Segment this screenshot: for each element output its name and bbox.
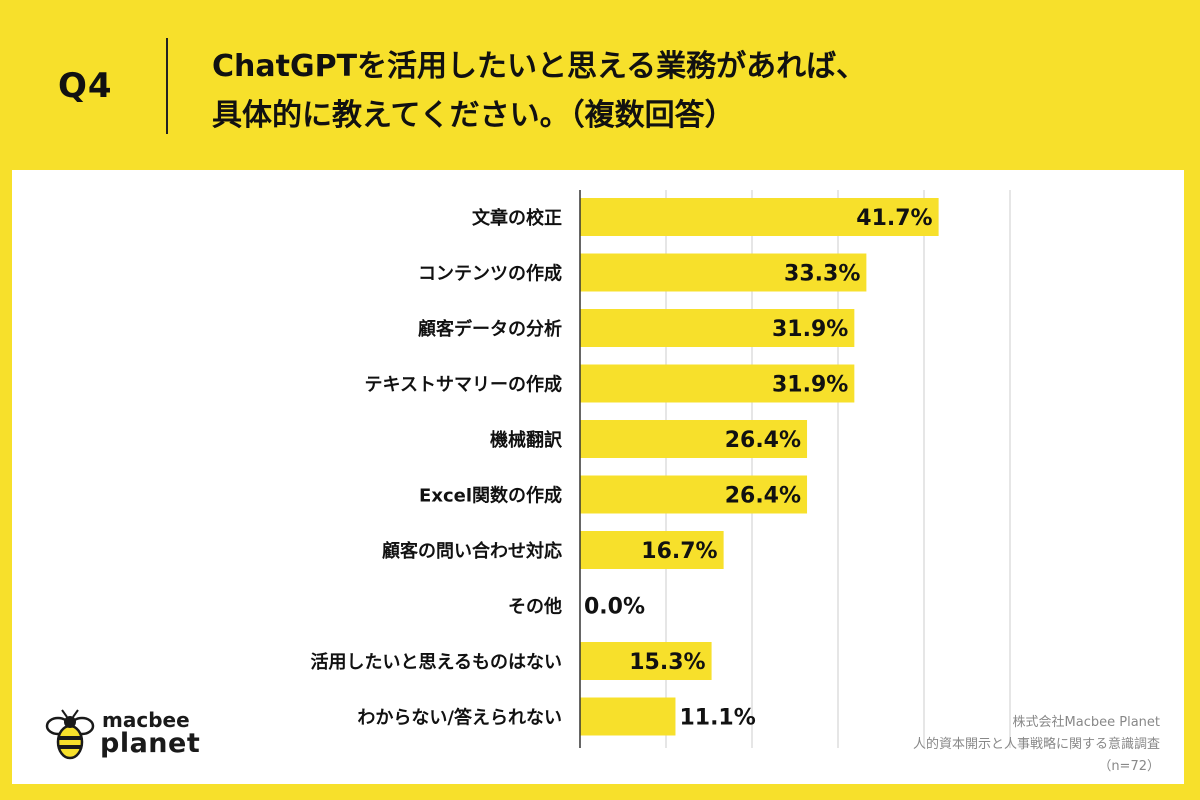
category-label: 顧客データの分析 (418, 318, 562, 340)
bar (580, 475, 808, 514)
question-number: Q4 (58, 66, 113, 106)
logo-text-planet: planet (100, 728, 201, 759)
value-label: 31.9% (772, 373, 848, 398)
category-label: 活用したいと思えるものはない (311, 651, 562, 673)
chart-panel: 文章の校正 41.7% コンテンツの作成 33.3% 顧客データの分析 31.9% テキスト… (12, 170, 1184, 784)
category-label: Excel関数の作成 (419, 485, 562, 507)
value-label: 0.0% (584, 595, 645, 620)
question-line-2: 具体的に教えてください。（複数回答） (212, 98, 735, 133)
credit-company: 株式会社Macbee Planet (1012, 715, 1160, 730)
credit-survey: 人的資本開示と人事戦略に関する意識調査 (912, 737, 1160, 752)
bar-chart: 文章の校正 41.7% コンテンツの作成 33.3% 顧客データの分析 31.9% テキスト… (311, 190, 1011, 748)
category-label: その他 (508, 596, 562, 618)
category-label: わからない/答えられない (357, 707, 562, 729)
value-label: 31.9% (772, 317, 848, 342)
bar (580, 364, 855, 403)
credits: 株式会社Macbee Planet 人的資本開示と人事戦略に関する意識調査 （n… (913, 712, 1160, 778)
category-label: 顧客の問い合わせ対応 (382, 540, 562, 562)
question-line-1: ChatGPTを活用したいと思える業務があれば、 (212, 49, 867, 84)
header-divider (166, 38, 168, 134)
category-label: 機械翻訳 (490, 429, 563, 451)
bar (580, 531, 724, 569)
macbee-planet-logo: macbee planet (44, 706, 214, 766)
credit-sample: （n=72） (1098, 759, 1160, 774)
bar (580, 420, 808, 458)
category-label: テキストサマリーの作成 (365, 374, 562, 396)
value-label: 15.3% (629, 650, 705, 675)
value-label: 26.4% (725, 428, 801, 453)
bar (580, 697, 676, 736)
bee-icon (45, 709, 95, 760)
header: Q4 ChatGPTを活用したいと思える業務があれば、 具体的に教えてください。… (0, 0, 1200, 170)
value-label: 41.7% (856, 206, 932, 231)
category-label: コンテンツの作成 (418, 263, 562, 285)
bar (580, 642, 712, 680)
value-label: 11.1% (679, 706, 755, 731)
logo-text-macbee: macbee (102, 708, 190, 732)
bar (580, 198, 939, 236)
question-title: ChatGPTを活用したいと思える業務があれば、 具体的に教えてください。（複数… (212, 42, 1172, 140)
bar (580, 253, 867, 292)
bar (580, 309, 855, 347)
value-label: 16.7% (641, 539, 717, 564)
category-label: 文章の校正 (472, 207, 562, 229)
value-label: 26.4% (725, 484, 801, 509)
value-label: 33.3% (784, 262, 860, 287)
